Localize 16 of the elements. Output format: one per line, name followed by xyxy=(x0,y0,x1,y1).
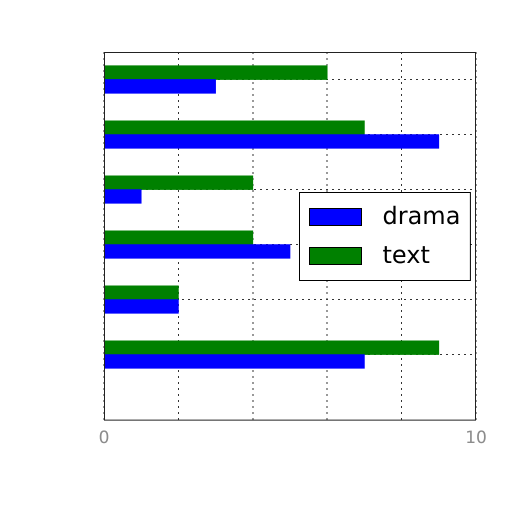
bar xyxy=(104,285,179,300)
bar xyxy=(104,175,254,190)
x-tick-label: 10 xyxy=(465,428,487,448)
bar xyxy=(104,299,179,314)
bar xyxy=(104,134,440,149)
bar xyxy=(104,120,365,135)
bar xyxy=(104,354,365,369)
bar xyxy=(104,230,254,245)
x-tick-label: 0 xyxy=(98,428,110,448)
bar xyxy=(104,340,440,355)
legend-label: drama xyxy=(382,202,460,230)
bar xyxy=(104,244,290,259)
legend-label: text xyxy=(382,241,430,270)
bar xyxy=(104,189,142,204)
bar xyxy=(104,65,328,80)
bar xyxy=(104,79,216,94)
